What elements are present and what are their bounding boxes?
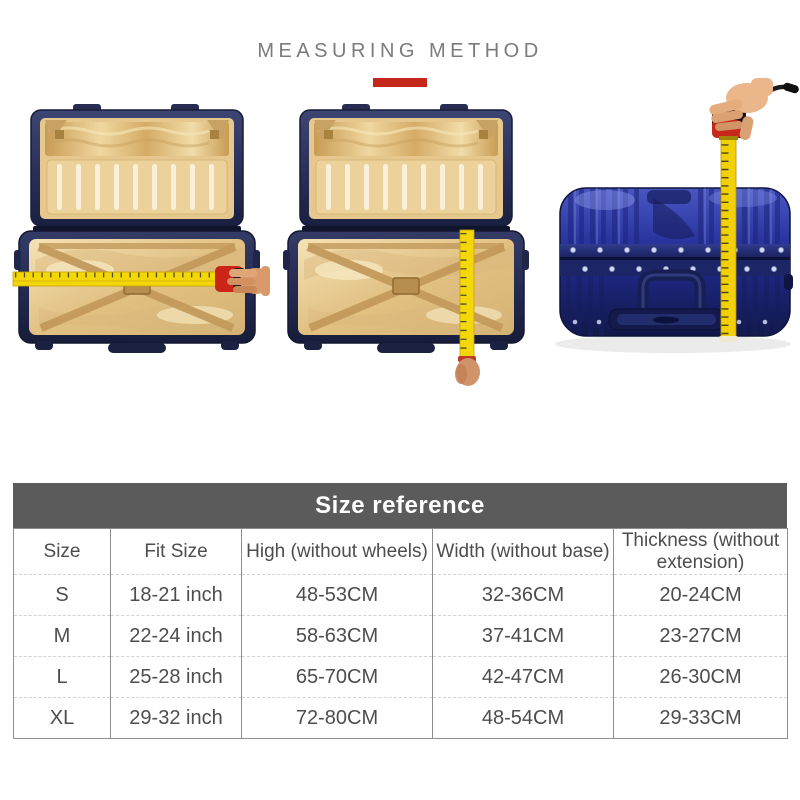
closed-suitcase [559, 187, 793, 337]
col-header-width: Width (without base) [432, 528, 614, 575]
table-title: Size reference [315, 491, 485, 519]
measuring-tape-horizontal [12, 271, 220, 287]
col-header-thickness: Thickness (without extension) [613, 528, 788, 575]
col-header-size: Size [43, 540, 81, 562]
cell-size: M [13, 615, 111, 657]
cell-fit: 22-24 inch [110, 615, 242, 657]
hand-icon [227, 266, 270, 296]
col-header-high: High (without wheels) [241, 528, 433, 575]
measuring-tape-vertical [719, 133, 738, 342]
suitcase-base [14, 230, 260, 353]
open-suitcase-illustration [282, 100, 532, 386]
table-row: S 18-21 inch 48-53CM 32-36CM 20-24CM [13, 574, 788, 616]
cell-size: L [13, 656, 111, 698]
suitcase-lid [30, 109, 244, 227]
table-row: M 22-24 inch 58-63CM 37-41CM 23-27CM [13, 615, 788, 657]
measuring-tape-vertical [458, 229, 476, 362]
ground-shadow [555, 335, 791, 353]
cell-width: 42-47CM [432, 656, 614, 698]
closed-suitcase-illustration [555, 78, 799, 353]
cell-thickness: 29-33CM [613, 697, 788, 739]
open-suitcase [14, 104, 260, 353]
cell-fit: 29-32 inch [110, 697, 242, 739]
cell-high: 48-53CM [241, 574, 433, 616]
title-accent-bar [373, 78, 427, 87]
open-suitcase-illustration [12, 104, 270, 353]
photo-open-suitcase-width [5, 100, 270, 388]
cell-thickness: 20-24CM [613, 574, 788, 616]
cell-width: 48-54CM [432, 697, 614, 739]
cell-high: 58-63CM [241, 615, 433, 657]
photo-open-suitcase-height [282, 100, 532, 388]
title-block: MEASURING METHOD [0, 40, 800, 87]
hand-icon [709, 78, 773, 140]
cell-thickness: 26-30CM [613, 656, 788, 698]
table-header-row: Size Fit Size High (without wheels) Widt… [14, 528, 788, 575]
photo-closed-suitcase-thickness [535, 78, 800, 378]
table-row: L 25-28 inch 65-70CM 42-47CM 26-30CM [13, 656, 788, 698]
hand-icon [455, 358, 480, 386]
cell-size: S [13, 574, 111, 616]
cell-high: 72-80CM [241, 697, 433, 739]
cell-size: XL [13, 697, 111, 739]
col-header-fit-size: Fit Size [110, 528, 242, 575]
page-title: MEASURING METHOD [257, 40, 543, 62]
size-table: Size Fit Size High (without wheels) Widt… [13, 528, 788, 739]
table-title-bar: Size reference [13, 483, 787, 528]
cell-width: 37-41CM [432, 615, 614, 657]
table-row: XL 29-32 inch 72-80CM 48-54CM 29-33CM [13, 697, 788, 739]
cell-fit: 18-21 inch [110, 574, 242, 616]
size-reference-section: Size reference Size Fit Size High (witho… [13, 483, 788, 739]
cell-thickness: 23-27CM [613, 615, 788, 657]
cell-fit: 25-28 inch [110, 656, 242, 698]
cell-high: 65-70CM [241, 656, 433, 698]
cell-width: 32-36CM [432, 574, 614, 616]
